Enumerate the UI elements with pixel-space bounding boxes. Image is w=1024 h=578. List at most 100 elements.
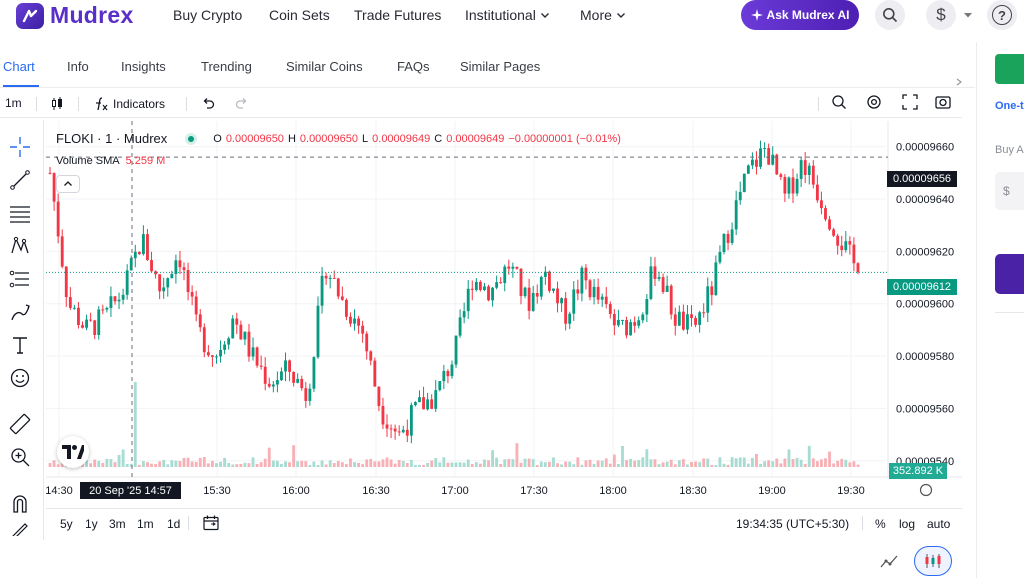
range-1m[interactable]: 1m xyxy=(137,517,154,531)
tab-similar-coins[interactable]: Similar Coins xyxy=(286,59,363,74)
undo-icon xyxy=(203,98,215,109)
tab-faqs[interactable]: FAQs xyxy=(397,59,430,74)
candle-body xyxy=(572,289,576,314)
volume-bar xyxy=(519,462,523,467)
range-1y[interactable]: 1y xyxy=(85,517,98,531)
candle-body xyxy=(308,388,312,401)
nav-institutional[interactable]: Institutional xyxy=(465,7,550,23)
amount-input[interactable]: $ xyxy=(995,172,1024,210)
mudrex-logo-icon xyxy=(16,2,44,29)
nav-label: Institutional xyxy=(465,7,536,23)
nav-trade-futures[interactable]: Trade Futures xyxy=(354,7,441,23)
candle-body xyxy=(450,364,454,377)
change-value: −0.00000001 (−0.01%) xyxy=(508,132,621,145)
volume-bar xyxy=(661,462,665,467)
trend-line-tool[interactable] xyxy=(7,167,33,193)
undo-button[interactable] xyxy=(200,96,216,112)
symbol-label[interactable]: FLOKI · 1 · Mudrex xyxy=(56,131,168,146)
tab-insights[interactable]: Insights xyxy=(121,59,166,74)
candle-body xyxy=(543,271,547,277)
candle-body xyxy=(235,318,239,325)
line-chart-button[interactable] xyxy=(870,546,908,576)
price-chart[interactable]: 0.00009660 0.00009640 0.00009620 0.00009600… xyxy=(46,121,962,507)
volume-bar xyxy=(734,458,738,467)
percent-scale-toggle[interactable]: % xyxy=(875,517,886,531)
candle-body xyxy=(324,275,328,279)
ask-mudrex-ai-button[interactable]: Ask Mudrex AI xyxy=(741,0,859,30)
volume-bar xyxy=(681,459,685,467)
candle-body xyxy=(190,292,194,297)
candle-body xyxy=(787,177,791,194)
candle-body xyxy=(401,429,405,433)
tab-chart[interactable]: Chart xyxy=(3,59,35,74)
candle-body xyxy=(296,378,300,383)
candle-body xyxy=(556,288,559,304)
date-range-button[interactable] xyxy=(202,514,220,537)
candle-body xyxy=(418,397,421,403)
fib-tool[interactable] xyxy=(7,200,33,226)
volume-bar xyxy=(702,458,706,467)
auto-scale-toggle[interactable]: auto xyxy=(927,517,951,531)
currency-button[interactable]: $ xyxy=(926,0,956,30)
nav-coin-sets[interactable]: Coin Sets xyxy=(269,7,330,23)
candle-body xyxy=(462,311,466,318)
tradingview-logo[interactable] xyxy=(57,436,89,468)
tab-info[interactable]: Info xyxy=(67,59,89,74)
chart-type-button[interactable] xyxy=(50,96,66,112)
log-scale-toggle[interactable]: log xyxy=(899,517,916,531)
forecast-tool[interactable] xyxy=(7,266,33,292)
nav-buy-crypto[interactable]: Buy Crypto xyxy=(173,7,242,23)
zoom-button[interactable] xyxy=(830,93,848,111)
utc-clock[interactable]: 19:34:35 (UTC+5:30) xyxy=(736,517,850,531)
one-time-tab[interactable]: One-t xyxy=(995,100,1024,112)
volume-bar xyxy=(645,449,649,467)
help-button[interactable]: ? xyxy=(987,0,1017,30)
candle-body xyxy=(312,357,316,389)
nav-more[interactable]: More xyxy=(580,7,626,23)
pattern-tool[interactable] xyxy=(7,233,33,259)
volume-bar xyxy=(487,460,490,467)
candle-body xyxy=(133,251,137,259)
candle-chart-button[interactable] xyxy=(914,546,952,576)
lock-tool[interactable] xyxy=(7,522,33,536)
range-1d[interactable]: 1d xyxy=(167,517,181,531)
range-3m[interactable]: 3m xyxy=(109,517,126,531)
buy-toggle-button[interactable] xyxy=(995,54,1024,84)
volume-bar xyxy=(771,461,775,467)
interval-selector[interactable]: 1m xyxy=(5,96,22,110)
collapse-legend-button[interactable] xyxy=(56,175,80,193)
zoom-in-tool[interactable] xyxy=(7,444,33,470)
brush-tool[interactable] xyxy=(7,299,33,325)
tab-trending[interactable]: Trending xyxy=(201,59,252,74)
range-5y[interactable]: 5y xyxy=(60,517,73,531)
volume-bar xyxy=(572,464,576,467)
candle-body xyxy=(255,347,259,366)
indicators-button[interactable]: Indicators xyxy=(93,96,165,112)
screenshot-button[interactable] xyxy=(934,93,952,111)
fullscreen-button[interactable] xyxy=(901,93,919,111)
emoji-tool[interactable] xyxy=(7,365,33,391)
volume-bar xyxy=(511,459,515,467)
volume-bar xyxy=(186,457,190,467)
redo-button[interactable] xyxy=(234,96,250,112)
candle-body xyxy=(852,244,856,264)
candle-body xyxy=(531,293,535,311)
volume-bar xyxy=(690,461,693,467)
buy-button[interactable] xyxy=(995,254,1024,294)
candle-body xyxy=(454,335,458,365)
chevron-up-icon xyxy=(64,181,72,186)
chevron-right-icon[interactable] xyxy=(955,78,963,86)
candle-body xyxy=(617,320,620,326)
volume-bar xyxy=(271,460,275,467)
measure-tool[interactable] xyxy=(7,411,33,437)
tab-similar-pages[interactable]: Similar Pages xyxy=(460,59,540,74)
text-tool[interactable] xyxy=(7,332,33,358)
volume-bar xyxy=(730,457,734,467)
caret-down-icon[interactable] xyxy=(963,10,973,20)
volume-bar xyxy=(608,463,612,467)
mudrex-logo[interactable]: Mudrex xyxy=(16,2,134,29)
search-button[interactable] xyxy=(875,0,905,30)
magnet-tool[interactable] xyxy=(7,490,33,516)
crosshair-tool[interactable] xyxy=(7,134,33,160)
settings-button[interactable] xyxy=(865,93,883,111)
